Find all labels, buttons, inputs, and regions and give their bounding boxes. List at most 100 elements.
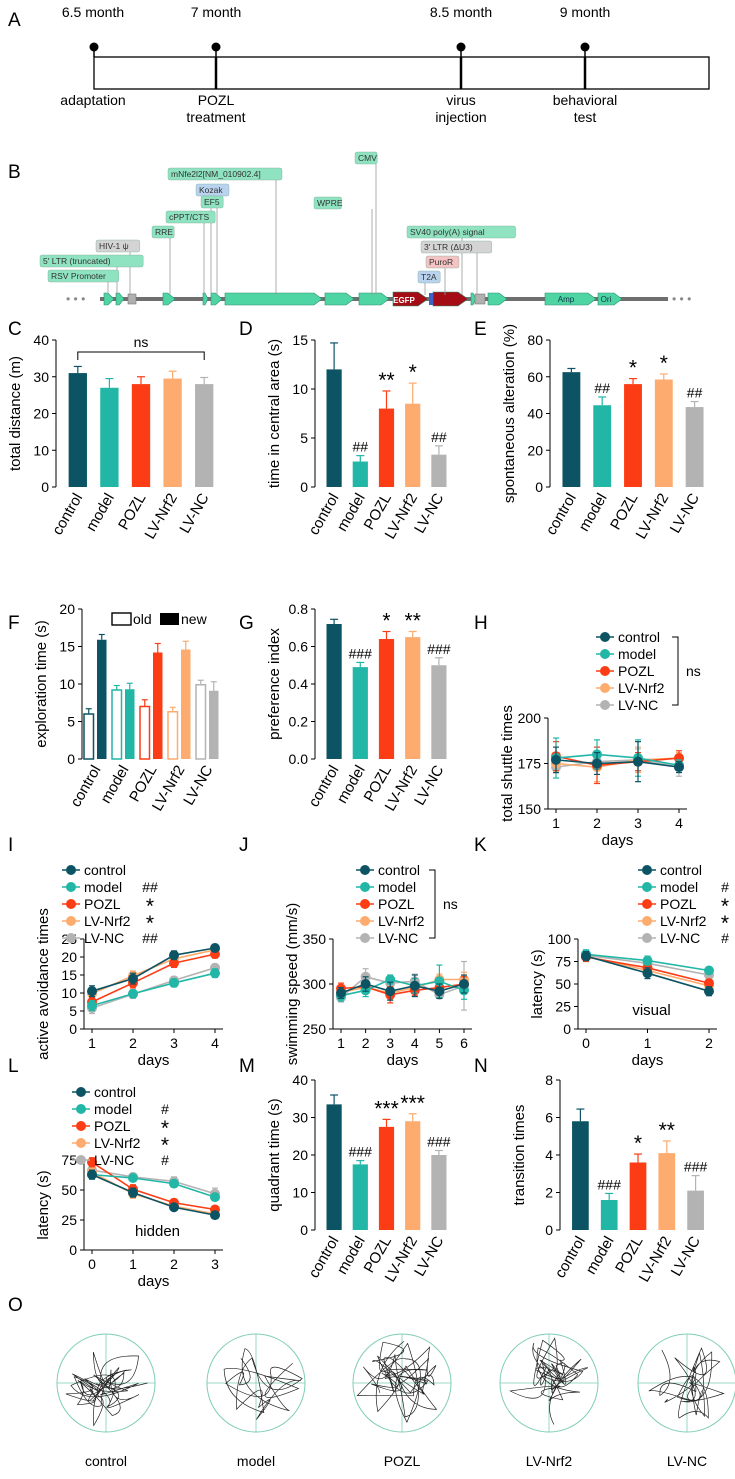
chart-c: 0 10 20 30 40 total distance (m) controlmodelP… bbox=[7, 332, 214, 542]
y-tick-label: 15 bbox=[59, 639, 75, 655]
data-point-control bbox=[592, 758, 602, 769]
panel-letter-n: N bbox=[474, 1056, 488, 1077]
plasmid-feature-arrow bbox=[470, 292, 477, 306]
bar-model bbox=[352, 667, 368, 759]
legend-marker-control bbox=[642, 865, 652, 875]
y-tick-label: 0 bbox=[69, 1242, 77, 1258]
significance-star: *** bbox=[400, 1092, 425, 1115]
bar-pozl bbox=[378, 1126, 395, 1230]
bar-pozl bbox=[624, 384, 642, 487]
data-point-pozl bbox=[169, 958, 179, 969]
bar-model bbox=[352, 461, 368, 487]
bar-model bbox=[100, 387, 119, 487]
plasmid-label-box bbox=[406, 225, 516, 239]
panel-letters: A B C D E F G H I J K L M N O bbox=[8, 10, 488, 1316]
bar-model bbox=[600, 1200, 618, 1230]
panel-letter-h: H bbox=[474, 613, 488, 634]
legend-marker-lv-nrf2 bbox=[642, 916, 652, 926]
puror-feature-arrow bbox=[432, 291, 469, 307]
x-axis-label: days bbox=[602, 832, 634, 849]
y-tick-label: 100 bbox=[548, 931, 572, 947]
panel-letter-l: L bbox=[8, 1056, 19, 1077]
legend-marker-model bbox=[600, 649, 610, 659]
data-point-model bbox=[169, 1178, 179, 1189]
y-tick-label: 10 bbox=[292, 381, 308, 397]
significance-bracket bbox=[77, 351, 205, 360]
legend-significance-star: * bbox=[161, 1117, 169, 1140]
data-point-model bbox=[128, 988, 138, 999]
y-tick-label: 0.8 bbox=[289, 601, 309, 617]
panel-letter-k: K bbox=[474, 835, 487, 856]
legend-label-control: control bbox=[94, 1084, 136, 1100]
plasmid-label-box bbox=[417, 270, 441, 284]
y-tick-label: 300 bbox=[303, 976, 327, 992]
plasmid-label-wpre: WPRE bbox=[317, 198, 343, 208]
maze-label-lv-nc: LV-NC bbox=[667, 1453, 707, 1469]
significance-star: *** bbox=[374, 1097, 399, 1120]
x-tick-label: 2 bbox=[705, 1035, 713, 1051]
x-tick-label: 3 bbox=[170, 1035, 178, 1051]
plasmid-feature-arrow bbox=[597, 292, 623, 306]
legend-old-label: old bbox=[133, 611, 152, 627]
significance-hash: ### bbox=[598, 1176, 622, 1192]
data-point-control bbox=[459, 979, 469, 989]
y-tick-label: 40 bbox=[527, 406, 543, 422]
bar-pozl bbox=[131, 384, 151, 487]
significance-star: ** bbox=[405, 610, 421, 633]
legend-marker-control bbox=[66, 865, 76, 875]
y-tick-label: 15 bbox=[292, 332, 308, 348]
bar-pozl bbox=[629, 1162, 647, 1230]
legend-marker-model bbox=[66, 882, 76, 892]
legend-marker-control bbox=[600, 632, 610, 642]
significance-star: * bbox=[634, 1132, 642, 1155]
timeline-pins bbox=[89, 42, 590, 57]
series-line-pozl bbox=[555, 755, 680, 767]
plasmid-label-3-ltr-u3: 3' LTR (ΔU3) bbox=[424, 242, 473, 252]
x-category-label: control bbox=[305, 1234, 342, 1281]
series-line-pozl bbox=[91, 953, 216, 1003]
legend-label-lv-nc: LV-NC bbox=[618, 697, 658, 713]
data-point-pozl bbox=[704, 978, 714, 989]
bar-lv-nrf2 bbox=[405, 1121, 421, 1230]
x-tick-label: 1 bbox=[337, 1035, 345, 1051]
plasmid-label-box bbox=[165, 210, 216, 224]
x-category-label: LV-NC bbox=[668, 1233, 704, 1279]
x-category-label: control bbox=[552, 1234, 589, 1281]
significance-hash: ### bbox=[349, 1144, 373, 1160]
maze-control: control bbox=[56, 1333, 156, 1469]
legend-label-model: model bbox=[94, 1101, 132, 1117]
x-tick-label: 0 bbox=[582, 1035, 590, 1051]
legend-label-model: model bbox=[378, 879, 416, 895]
data-point-control bbox=[210, 943, 220, 953]
series-line-pozl bbox=[91, 1161, 216, 1211]
data-point-control bbox=[210, 1210, 220, 1221]
legend-marker-control bbox=[76, 1087, 86, 1097]
plasmid-feature-arrow bbox=[115, 292, 125, 306]
maze-lv-nrf2: LV-Nrf2 bbox=[499, 1333, 599, 1469]
y-tick-label: 80 bbox=[527, 332, 543, 348]
x-tick-label: 2 bbox=[129, 1035, 137, 1051]
plasmid-label-box bbox=[425, 255, 460, 269]
series-line-control bbox=[91, 947, 216, 992]
legend-significance-star: * bbox=[146, 895, 154, 918]
timeline-pin bbox=[456, 42, 466, 52]
legend-significance-hash: # bbox=[161, 1152, 169, 1168]
y-tick-label: 0.6 bbox=[289, 639, 309, 655]
legend-bracket bbox=[429, 869, 436, 939]
panel-letter-e: E bbox=[474, 319, 487, 340]
y-tick-label: 6 bbox=[545, 1110, 553, 1126]
bar-pozl bbox=[378, 639, 395, 759]
panel-letter-c: C bbox=[8, 319, 22, 340]
significance-star: * bbox=[382, 610, 390, 633]
x-category-label: control bbox=[305, 763, 342, 810]
legend-label-control: control bbox=[660, 862, 702, 878]
y-tick-label: 5 bbox=[67, 714, 75, 730]
data-point-control bbox=[434, 986, 445, 997]
legend-significance-star: * bbox=[721, 912, 729, 935]
bar-new-control bbox=[97, 639, 107, 759]
significance-hash: ## bbox=[431, 429, 447, 445]
maze-pool-outline bbox=[206, 1333, 306, 1433]
